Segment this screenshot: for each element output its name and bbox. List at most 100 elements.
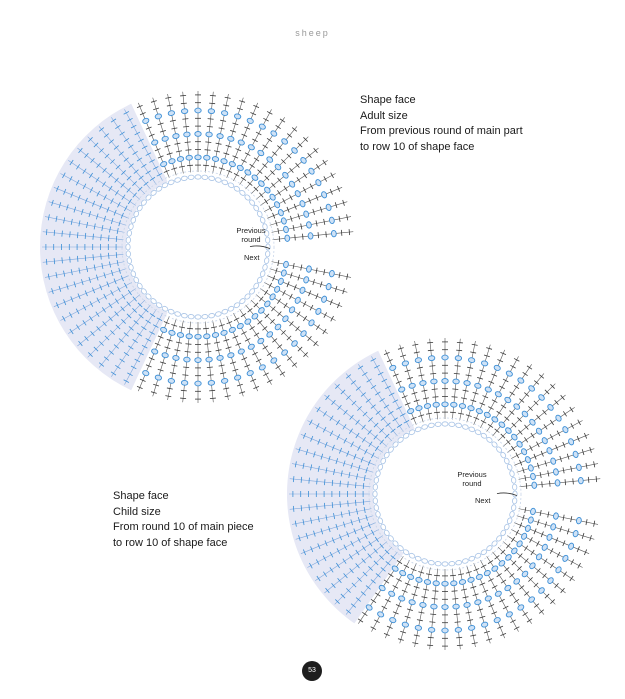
cross-stitch [159, 130, 166, 133]
cross-stitch [110, 270, 114, 277]
cross-stitch [253, 157, 260, 162]
chain-stitch [155, 302, 163, 309]
cross-stitch [381, 378, 388, 383]
cross-stitch [294, 461, 297, 468]
blue-stitch [562, 426, 569, 434]
cross-stitch [559, 526, 562, 533]
blue-stitch [306, 265, 312, 273]
blue-stitch [450, 580, 458, 587]
cross-stitch [562, 441, 566, 448]
cross-stitch [300, 223, 303, 230]
chain-stitch [264, 229, 270, 237]
blue-stitch [291, 340, 298, 347]
cross-stitch [136, 386, 143, 390]
blue-stitch [228, 326, 236, 333]
cross-stitch [204, 343, 211, 345]
blue-stitch [481, 621, 489, 628]
cross-stitch [522, 514, 525, 521]
cross-stitch [204, 149, 211, 151]
chain-stitch [461, 558, 469, 564]
blue-stitch [151, 139, 159, 146]
cross-stitch [275, 364, 281, 369]
cross-stitch [331, 479, 334, 486]
blue-stitch [550, 457, 557, 465]
cross-stitch [117, 201, 121, 208]
cross-stitch [350, 441, 354, 448]
cross-stitch [255, 131, 262, 136]
cross-stitch [549, 434, 554, 440]
cross-stitch [120, 306, 125, 312]
cross-stitch [544, 460, 548, 467]
blue-stitch [541, 543, 548, 551]
cross-stitch [53, 229, 56, 236]
blue-stitch [172, 355, 180, 361]
cross-stitch [410, 416, 417, 420]
cross-stitch [223, 104, 230, 107]
cross-stitch [340, 470, 343, 477]
blue-stitch [185, 333, 193, 340]
cross-stitch [239, 100, 246, 103]
cross-stitch [279, 371, 286, 376]
cross-stitch [528, 406, 533, 411]
chain-stitch [402, 432, 410, 439]
cross-stitch [90, 331, 95, 337]
cross-stitch [373, 434, 378, 440]
chain-stitch [161, 182, 169, 189]
cross-stitch [515, 452, 519, 459]
cross-stitch [370, 404, 376, 409]
cross-stitch [138, 314, 144, 319]
cross-stitch [310, 546, 314, 553]
cross-stitch [324, 441, 328, 448]
cross-stitch [374, 619, 380, 624]
cross-stitch [175, 150, 182, 153]
cross-stitch [184, 351, 191, 353]
cross-stitch [114, 190, 119, 196]
cross-stitch [302, 462, 305, 469]
cross-stitch [336, 434, 341, 440]
cross-stitch [390, 555, 396, 560]
cross-stitch [473, 416, 480, 420]
cross-stitch [368, 441, 373, 447]
cross-stitch [297, 213, 301, 220]
cross-stitch [338, 534, 343, 541]
blue-stitch [274, 285, 281, 293]
cross-stitch [137, 302, 143, 308]
cross-stitch [339, 480, 341, 487]
cross-stitch [329, 430, 334, 437]
cross-stitch [373, 548, 378, 554]
cross-stitch [543, 558, 548, 564]
cross-stitch [555, 444, 559, 451]
cross-stitch [432, 590, 439, 592]
cross-stitch [491, 373, 498, 377]
cross-stitch [69, 231, 71, 238]
cross-stitch [185, 149, 192, 151]
cross-stitch [230, 361, 237, 364]
cross-stitch [138, 138, 144, 143]
cross-stitch [375, 410, 381, 415]
cross-stitch [315, 559, 320, 565]
cross-stitch [110, 290, 114, 296]
cross-stitch [467, 619, 474, 622]
cross-stitch [386, 359, 393, 363]
cross-stitch [121, 294, 126, 300]
cross-stitch [308, 197, 312, 204]
cross-stitch [333, 468, 336, 475]
cross-stitch [465, 374, 472, 377]
cross-stitch [336, 548, 341, 554]
cross-stitch [404, 615, 411, 619]
cross-stitch [491, 399, 498, 403]
cross-stitch [411, 391, 418, 395]
cross-stitch [81, 279, 84, 286]
cross-stitch [383, 351, 390, 355]
blue-stitch [458, 403, 467, 409]
cross-stitch [86, 221, 89, 228]
cross-stitch [426, 412, 433, 415]
blue-stitch [407, 573, 415, 580]
label-line: round [241, 235, 261, 244]
cross-stitch [78, 340, 83, 347]
cross-stitch [81, 208, 84, 215]
cross-stitch [329, 551, 334, 558]
cross-stitch [99, 203, 103, 210]
chain-stitch [500, 529, 507, 537]
cross-stitch [355, 563, 360, 569]
